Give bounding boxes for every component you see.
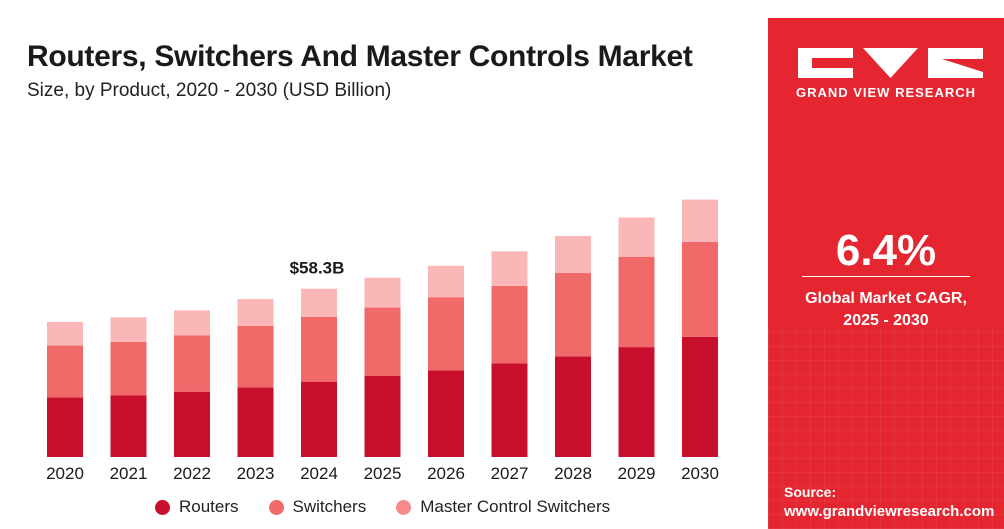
bar-switchers-2024 xyxy=(301,316,337,382)
bar-routers-2023 xyxy=(237,387,274,457)
legend-label-switchers: Switchers xyxy=(292,497,367,516)
bar-routers-2026 xyxy=(428,370,464,457)
brand-panel: GRAND VIEW RESEARCH 6.4% Global Market C… xyxy=(768,18,1004,529)
legend-swatch-switchers xyxy=(268,499,284,515)
bar-routers-2021 xyxy=(110,395,147,457)
bar-switchers-2020 xyxy=(47,345,83,398)
x-tick-label: 2024 xyxy=(300,464,338,483)
bar-switchers-2026 xyxy=(428,297,464,371)
bar-switchers-2021 xyxy=(110,341,147,396)
cagr-divider xyxy=(802,276,970,277)
bar-routers-2027 xyxy=(491,363,528,457)
bar-master-control-switchers-2029 xyxy=(618,217,655,257)
bar-master-control-switchers-2027 xyxy=(491,251,528,286)
chart-panel: Routers, Switchers And Master Controls M… xyxy=(27,40,719,517)
bar-master-control-switchers-2023 xyxy=(237,299,274,326)
cagr-value: 6.4% xyxy=(835,226,937,275)
x-tick-label: 2029 xyxy=(618,464,656,483)
grand-view-research-logo-icon xyxy=(798,48,983,78)
x-tick-label: 2020 xyxy=(46,464,84,483)
bar-routers-2022 xyxy=(174,391,210,457)
x-tick-label: 2023 xyxy=(237,464,275,483)
bar-switchers-2028 xyxy=(555,273,591,357)
bar-switchers-2023 xyxy=(237,325,274,388)
bar-switchers-2029 xyxy=(618,256,655,348)
chart-title: Routers, Switchers And Master Controls M… xyxy=(27,40,693,73)
bar-routers-2028 xyxy=(555,356,591,457)
cagr-label-line1: Global Market CAGR, xyxy=(805,290,967,307)
legend-label-routers: Routers xyxy=(179,497,239,516)
bar-routers-2020 xyxy=(47,397,83,457)
cagr-label: Global Market CAGR, 2025 - 2030 xyxy=(768,288,1004,332)
bar-switchers-2025 xyxy=(364,307,401,376)
bar-routers-2030 xyxy=(682,336,718,457)
x-tick-label: 2021 xyxy=(110,464,148,483)
bar-master-control-switchers-2020 xyxy=(47,322,83,346)
decorative-grid xyxy=(768,329,1004,529)
legend-item-master-control-switchers: Master Control Switchers xyxy=(396,497,610,517)
x-tick-label: 2030 xyxy=(681,464,719,483)
x-tick-label: 2028 xyxy=(554,464,592,483)
source-url: www.grandviewresearch.com xyxy=(784,503,995,520)
bar-routers-2029 xyxy=(618,347,655,457)
legend-swatch-routers xyxy=(155,499,170,515)
bar-routers-2025 xyxy=(364,376,401,457)
x-tick-label: 2025 xyxy=(364,464,402,483)
x-tick-label: 2027 xyxy=(491,464,529,483)
source-label: Source: xyxy=(784,484,837,500)
x-tick-label: 2026 xyxy=(427,464,465,483)
bar-master-control-switchers-2024 xyxy=(301,288,337,317)
brand-name: GRAND VIEW RESEARCH xyxy=(795,85,977,100)
bar-switchers-2027 xyxy=(491,285,528,364)
cagr-label-line2: 2025 - 2030 xyxy=(843,312,929,329)
bar-annotation-2024: $58.3B xyxy=(290,259,345,278)
x-tick-label: 2022 xyxy=(173,464,211,483)
bar-master-control-switchers-2030 xyxy=(682,199,718,242)
legend-item-switchers: Switchers xyxy=(268,497,367,517)
legend-label-master-control-switchers: Master Control Switchers xyxy=(420,497,611,516)
chart-legend: Routers Switchers Master Control Switche… xyxy=(155,497,610,517)
bar-routers-2024 xyxy=(301,381,337,457)
bar-switchers-2022 xyxy=(174,335,210,392)
bar-switchers-2030 xyxy=(682,241,718,337)
bar-master-control-switchers-2025 xyxy=(364,277,401,308)
bar-master-control-switchers-2022 xyxy=(174,310,210,336)
chart-subtitle: Size, by Product, 2020 - 2030 (USD Billi… xyxy=(27,80,392,101)
stacked-bar-chart: 2020 2021 2022 2023 2024 $58.3B 2025 2026 2027 20… xyxy=(46,199,719,483)
legend-item-routers: Routers xyxy=(155,497,239,517)
legend-swatch-master-control-switchers xyxy=(396,499,412,515)
bar-master-control-switchers-2021 xyxy=(110,317,147,342)
bar-master-control-switchers-2028 xyxy=(555,235,591,274)
bar-master-control-switchers-2026 xyxy=(428,265,464,298)
